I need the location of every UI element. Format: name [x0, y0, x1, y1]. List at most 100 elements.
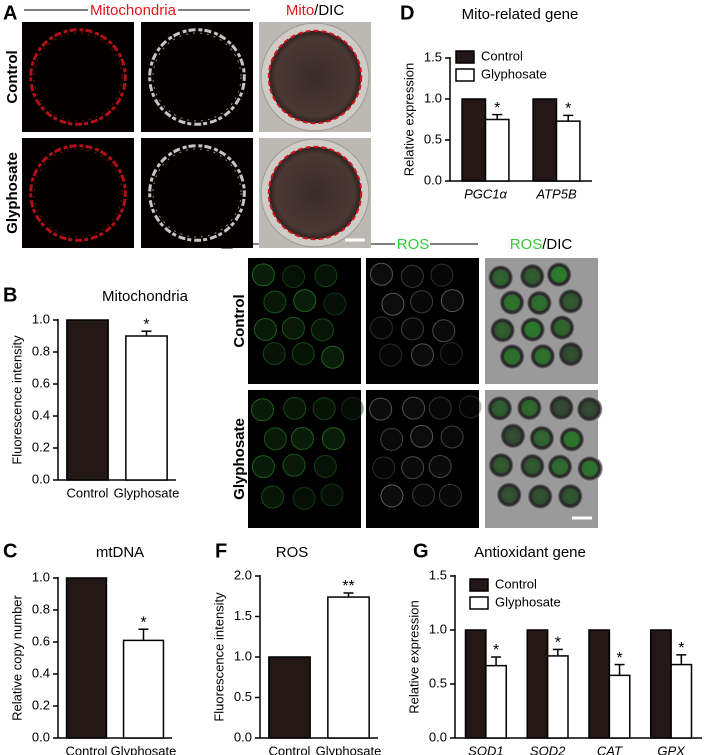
- oocyte: [430, 263, 454, 287]
- y-tick-label: 1.0: [32, 311, 50, 326]
- ros-signal: [551, 266, 568, 283]
- panel-letter: C: [3, 540, 17, 562]
- y-tick-label: 1.5: [424, 49, 442, 64]
- image-background: [141, 22, 253, 132]
- significance-label: *: [143, 316, 149, 333]
- oocyte: [527, 483, 554, 510]
- ros-signal: [531, 295, 548, 312]
- micrograph: [485, 390, 603, 528]
- oocyte: [261, 485, 285, 509]
- cell-membrane: [152, 148, 242, 238]
- y-tick-label: 0.4: [32, 665, 50, 680]
- bar: [464, 629, 487, 739]
- oocyte: [320, 483, 344, 507]
- oocyte: [438, 483, 462, 507]
- oocyte: [410, 343, 434, 367]
- ros-signal: [524, 458, 541, 475]
- ros-signal: [491, 400, 508, 417]
- significance-label: *: [140, 614, 146, 631]
- ros-signal: [521, 399, 538, 416]
- header-part: Mito: [286, 2, 314, 19]
- ros-signal: [492, 269, 509, 286]
- y-tick-label: 0.2: [32, 439, 50, 454]
- oocyte: [489, 317, 516, 344]
- chart-title: Antioxidant gene: [474, 544, 586, 561]
- cell-membrane: [152, 32, 242, 122]
- micrograph: [259, 138, 371, 248]
- x-tick-label: PGC1α: [464, 186, 507, 201]
- micrograph: [22, 22, 134, 132]
- micrograph: [141, 22, 253, 132]
- x-tick-label: Glyphosate: [111, 743, 177, 755]
- bar: [670, 663, 693, 739]
- bar: [66, 319, 109, 481]
- y-axis-label: Fluorescence intensity: [9, 335, 24, 465]
- chart-title: mtDNA: [96, 544, 144, 561]
- cell-membrane: [148, 28, 246, 126]
- x-tick-label: Control: [269, 743, 311, 755]
- chart-title: ROS: [276, 544, 309, 561]
- column-header: ROS/DIC: [510, 236, 573, 253]
- x-tick-label: GPX: [657, 743, 686, 755]
- image-background: [22, 22, 134, 132]
- ros-signal: [532, 488, 549, 505]
- y-tick-label: 0.5: [424, 131, 442, 146]
- oocyte: [432, 319, 456, 343]
- significance-label: *: [494, 100, 500, 117]
- x-tick-label: CAT: [597, 743, 623, 755]
- y-axis-label: Fluorescence intensity: [211, 592, 226, 722]
- significance-label: *: [616, 650, 622, 667]
- oocyte: [557, 288, 584, 315]
- significance-label: **: [342, 578, 354, 595]
- oocyte: [379, 343, 403, 367]
- oocyte: [321, 427, 345, 451]
- cell-membrane: [29, 144, 127, 242]
- oocyte: [372, 456, 396, 480]
- micrograph: [22, 138, 134, 248]
- ros-signal: [533, 430, 550, 447]
- oocyte: [314, 264, 338, 288]
- panel-letter: B: [3, 284, 17, 306]
- oocyte: [281, 316, 305, 340]
- oocyte: [380, 427, 404, 451]
- oocyte: [499, 422, 526, 449]
- oocyte: [293, 289, 317, 313]
- oocyte: [323, 292, 347, 316]
- bar: [327, 596, 370, 739]
- oocyte: [251, 455, 275, 479]
- oocyte: [440, 289, 464, 313]
- y-tick-label: 2.0: [234, 567, 252, 582]
- row-label: Control: [4, 50, 21, 103]
- oocyte: [283, 396, 307, 420]
- oocyte: [282, 453, 306, 477]
- column-header: Mitochondria: [90, 2, 177, 19]
- x-tick-label: SOD1: [468, 743, 503, 755]
- micrograph: [248, 390, 364, 528]
- bar: [526, 629, 549, 739]
- legend-swatch: [455, 50, 475, 64]
- y-tick-label: 0.0: [234, 729, 252, 744]
- oocyte: [292, 486, 316, 510]
- oocyte: [313, 454, 337, 478]
- ros-signal: [581, 401, 598, 418]
- y-tick-label: 1.0: [32, 569, 50, 584]
- significance-label: *: [678, 640, 684, 657]
- significance-label: *: [555, 635, 561, 652]
- column-header: Mito/DIC: [286, 2, 345, 19]
- oocyte: [557, 341, 584, 368]
- ros-signal: [501, 486, 518, 503]
- chart-title: Mito-related gene: [462, 6, 579, 23]
- panel-letter: D: [400, 2, 414, 24]
- cell-membrane: [148, 144, 246, 242]
- oocyte: [576, 396, 603, 423]
- bar: [485, 664, 508, 739]
- y-tick-label: 0.8: [32, 601, 50, 616]
- oocyte: [251, 398, 275, 422]
- ros-signal: [581, 460, 598, 477]
- micrograph: [366, 390, 482, 528]
- legend-swatch: [469, 578, 489, 592]
- column-header: ROS: [397, 236, 430, 253]
- oocyte: [290, 427, 314, 451]
- y-tick-label: 0.0: [424, 172, 442, 187]
